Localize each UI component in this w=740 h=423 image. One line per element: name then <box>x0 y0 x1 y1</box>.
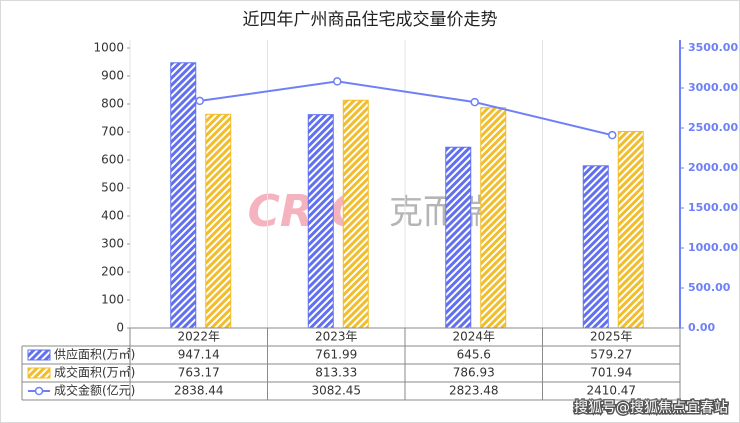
table-value: 2838.44 <box>174 384 224 398</box>
y-tick-label: 400 <box>101 209 124 223</box>
y2-tick-label: 3000.00 <box>688 81 738 94</box>
legend-marker <box>34 386 44 396</box>
y-tick-label: 100 <box>101 293 124 307</box>
y-tick-label: 500 <box>101 181 124 195</box>
y2-tick-label: 1500.00 <box>688 201 738 214</box>
table-value: 701.94 <box>590 366 632 380</box>
table-value: 2823.48 <box>449 384 499 398</box>
point <box>470 97 479 107</box>
bar <box>342 99 369 329</box>
y2-tick-label: 1000.00 <box>688 241 738 254</box>
legend-swatch <box>27 367 51 379</box>
bar <box>170 62 197 329</box>
table-value: 3082.45 <box>311 384 361 398</box>
x-tick-label: 2023年 <box>315 330 358 344</box>
bar <box>307 114 334 329</box>
table-value: 2410.47 <box>586 384 636 398</box>
point <box>195 96 204 106</box>
table-value: 947.14 <box>178 348 220 362</box>
bar <box>445 146 472 329</box>
x-tick-label: 2024年 <box>452 330 495 344</box>
table-value: 813.33 <box>315 366 357 380</box>
table-value: 579.27 <box>590 348 632 362</box>
point <box>608 130 617 140</box>
y-tick-label: 0 <box>116 321 124 335</box>
point <box>333 77 342 86</box>
watermark-text: 克而瑞 <box>389 193 491 233</box>
y2-tick-label: 2000.00 <box>688 161 738 174</box>
y-tick-label: 1000 <box>93 41 124 55</box>
legend-label: 成交金额(亿元) <box>54 383 135 398</box>
bar <box>205 113 232 329</box>
legend-swatch <box>27 349 51 361</box>
legend-label: 供应面积(万㎡) <box>54 347 135 362</box>
y-tick-label: 300 <box>101 237 124 251</box>
bar <box>480 107 507 329</box>
y-tick-label: 700 <box>101 125 124 139</box>
y-tick-label: 800 <box>101 97 124 111</box>
bar <box>582 165 609 329</box>
y2-tick-label: 500.00 <box>688 281 731 294</box>
source: 搜狐号@搜狐焦点宜春站 <box>574 400 728 416</box>
y2-tick-label: 0.00 <box>688 321 715 334</box>
y-tick-label: 200 <box>101 265 124 279</box>
y-tick-label: 600 <box>101 153 124 167</box>
legend-label: 成交面积(万㎡) <box>54 365 135 380</box>
table-value: 761.99 <box>315 348 357 362</box>
table-value: 763.17 <box>178 366 220 380</box>
bar <box>617 130 644 329</box>
chart-title: 近四年广州商品住宅成交量价走势 <box>243 10 498 30</box>
y2-tick-label: 2500.00 <box>688 121 738 134</box>
x-tick-label: 2025年 <box>590 330 633 344</box>
y-tick-label: 900 <box>101 69 124 83</box>
x-tick-label: 2022年 <box>177 330 220 344</box>
line <box>199 80 613 137</box>
table-value: 645.6 <box>457 348 491 362</box>
y2-tick-label: 3500.00 <box>688 41 738 54</box>
table-value: 786.93 <box>453 366 495 380</box>
